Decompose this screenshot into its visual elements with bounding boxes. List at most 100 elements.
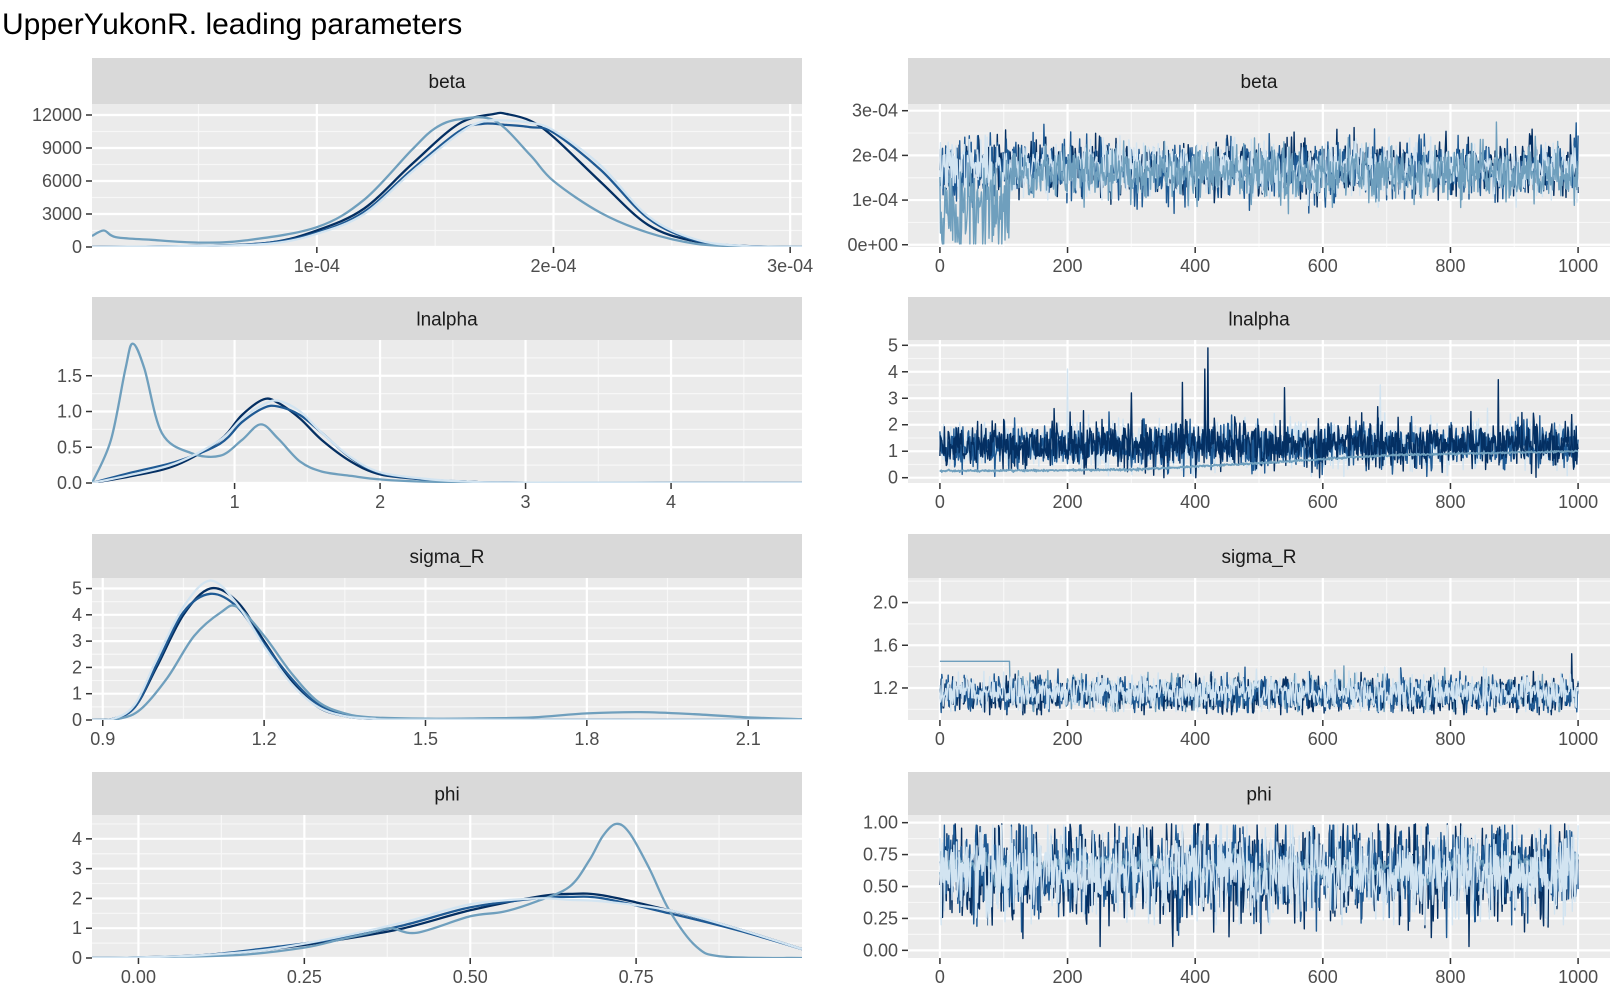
y-tick-label: 2 <box>888 415 898 435</box>
y-tick-label: 0e+00 <box>847 235 898 255</box>
y-tick-label: 1.6 <box>873 635 898 655</box>
axes: 0e+00 1e-04 2e-04 3e-04 0 200 400 600 800 1000 <box>847 101 1598 276</box>
y-tick-label: 0 <box>888 468 898 488</box>
x-tick-label: 400 <box>1180 492 1210 512</box>
x-tick-label: 0.50 <box>453 967 488 987</box>
trace-panel-sigma-r: sigma_R 1.2 1.6 2.0 0 200 400 600 800 1000 <box>873 534 1610 749</box>
y-tick-label: 1.00 <box>863 813 898 833</box>
strip-label-density-sigma-r: sigma_R <box>410 547 485 568</box>
y-tick-label: 1.5 <box>57 366 82 386</box>
x-tick-label: 400 <box>1180 729 1210 749</box>
density-panel-phi: phi 0 1 2 3 4 0.00 0.25 0.50 0.75 <box>72 772 802 987</box>
trace-line-chain-4 <box>939 666 1579 713</box>
strip-label-density-phi: phi <box>434 785 459 806</box>
x-tick-label: 0.9 <box>90 729 115 749</box>
y-tick-label: 6000 <box>42 171 82 191</box>
density-line-chain-3 <box>92 822 802 958</box>
y-tick-label: 3 <box>72 859 82 879</box>
series-lines <box>939 823 1579 948</box>
x-tick-label: 0.75 <box>619 967 654 987</box>
strip-label-trace-sigma-r: sigma_R <box>1222 547 1297 568</box>
x-tick-label: 1.5 <box>413 729 438 749</box>
strip-density-beta <box>92 58 802 104</box>
density-panel-sigma-r: sigma_R 0 1 2 3 4 5 0.9 1.2 1.5 1.8 2.1 <box>72 534 802 749</box>
y-tick-label: 3 <box>888 388 898 408</box>
y-tick-label: 2e-04 <box>852 145 898 165</box>
strip-label-trace-lnalpha: lnalpha <box>1228 310 1290 331</box>
x-tick-label: 600 <box>1308 492 1338 512</box>
density-line-chain-4 <box>92 399 802 483</box>
x-tick-label: 800 <box>1435 256 1465 276</box>
series-lines <box>939 653 1579 716</box>
series-lines <box>92 342 802 483</box>
density-line-chain-4 <box>92 897 802 958</box>
panel-background <box>92 578 802 720</box>
y-tick-label: 2 <box>72 888 82 908</box>
y-tick-label: 0.00 <box>863 940 898 960</box>
y-tick-label: 1 <box>72 918 82 938</box>
axes: 0 1 2 3 4 5 0.9 1.2 1.5 1.8 2.1 <box>72 579 761 749</box>
y-tick-label: 4 <box>72 605 82 625</box>
y-tick-label: 4 <box>888 362 898 382</box>
series-lines <box>92 822 802 958</box>
strip-density-lnalpha <box>92 297 802 340</box>
x-tick-label: 3e-04 <box>767 256 813 276</box>
y-tick-label: 0 <box>72 948 82 968</box>
x-tick-label: 0 <box>935 492 945 512</box>
y-tick-label: 0.75 <box>863 845 898 865</box>
x-tick-label: 3 <box>521 492 531 512</box>
density-panel-beta: beta 0 3000 6000 9000 12000 1e-04 2e-04 3e-04 <box>32 58 813 276</box>
x-tick-label: 1000 <box>1558 967 1598 987</box>
x-tick-label: 2 <box>375 492 385 512</box>
trace-line-chain-4 <box>939 824 1579 926</box>
axes: 0.0 0.5 1.0 1.5 1 2 3 4 <box>57 366 676 512</box>
y-tick-label: 0.0 <box>57 473 82 493</box>
y-tick-label: 1.2 <box>873 678 898 698</box>
strip-trace-lnalpha <box>908 297 1610 340</box>
strip-trace-beta <box>908 58 1610 104</box>
x-tick-label: 1000 <box>1558 256 1598 276</box>
y-tick-label: 3e-04 <box>852 101 898 121</box>
y-tick-label: 5 <box>888 335 898 355</box>
x-tick-label: 600 <box>1308 256 1338 276</box>
axes: 0 1 2 3 4 0.00 0.25 0.50 0.75 <box>72 829 654 987</box>
y-tick-label: 1.0 <box>57 402 82 422</box>
x-tick-label: 0 <box>935 256 945 276</box>
y-tick-label: 1 <box>888 441 898 461</box>
x-tick-label: 800 <box>1435 492 1465 512</box>
x-tick-label: 0 <box>935 967 945 987</box>
trace-panel-phi: phi 0.00 0.25 0.50 0.75 1.00 0 200 400 600 800 1000 <box>863 772 1610 987</box>
strip-trace-phi <box>908 772 1610 815</box>
density-line-chain-4 <box>92 579 802 720</box>
strip-density-sigma-r <box>92 534 802 578</box>
x-tick-label: 1000 <box>1558 729 1598 749</box>
x-tick-label: 0 <box>935 729 945 749</box>
x-tick-label: 400 <box>1180 256 1210 276</box>
density-line-chain-3 <box>92 116 802 247</box>
series-lines <box>92 579 802 720</box>
x-tick-label: 2.1 <box>736 729 761 749</box>
trace-panel-lnalpha: lnalpha 0 1 2 3 4 5 0 200 400 600 800 1000 <box>888 297 1610 512</box>
x-tick-label: 4 <box>666 492 676 512</box>
trace-line-chain-3 <box>939 347 1579 479</box>
density-line-chain-3 <box>92 604 802 720</box>
strip-label-density-lnalpha: lnalpha <box>416 310 478 331</box>
density-line-chain-3 <box>92 342 802 483</box>
panel-background <box>92 104 802 247</box>
x-tick-label: 400 <box>1180 967 1210 987</box>
x-tick-label: 200 <box>1053 492 1083 512</box>
x-tick-label: 1.2 <box>252 729 277 749</box>
series-lines <box>939 347 1579 479</box>
strip-label-trace-phi: phi <box>1246 785 1271 806</box>
gridlines <box>92 104 802 249</box>
x-tick-label: 1e-04 <box>294 256 340 276</box>
y-tick-label: 3000 <box>42 204 82 224</box>
y-tick-label: 0.25 <box>863 908 898 928</box>
trace-line-chain-4 <box>939 449 1579 473</box>
axes: 0 3000 6000 9000 12000 1e-04 2e-04 3e-04 <box>32 105 813 276</box>
y-tick-label: 0.50 <box>863 877 898 897</box>
x-tick-label: 1.8 <box>574 729 599 749</box>
series-lines <box>92 111 802 247</box>
x-tick-label: 0.00 <box>121 967 156 987</box>
